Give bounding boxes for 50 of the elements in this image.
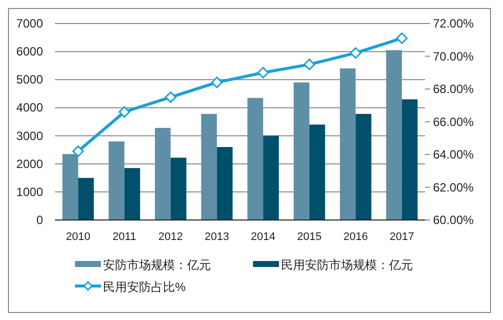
bar bbox=[309, 124, 326, 220]
x-tick-label: 2014 bbox=[250, 231, 276, 243]
bar bbox=[108, 141, 124, 220]
bar bbox=[201, 114, 217, 220]
x-tick-label: 2017 bbox=[390, 231, 414, 243]
x-tick-label: 2013 bbox=[204, 231, 230, 243]
y-tick-label: 0 bbox=[36, 213, 44, 227]
point bbox=[350, 47, 362, 59]
y2-tick-label: 70.00% bbox=[433, 49, 474, 64]
point bbox=[257, 66, 269, 78]
y-tick-label: 2000 bbox=[16, 156, 44, 171]
bar bbox=[294, 82, 310, 220]
bar bbox=[154, 128, 171, 220]
point bbox=[118, 106, 130, 118]
y-tick-label: 5000 bbox=[16, 72, 44, 87]
x-tick-label: 2015 bbox=[297, 231, 322, 243]
bar bbox=[170, 158, 186, 220]
bar bbox=[402, 99, 418, 220]
bar bbox=[62, 154, 78, 220]
x-tick-label: 2011 bbox=[112, 231, 136, 243]
bar bbox=[263, 136, 279, 220]
y2-tick-label: 64.00% bbox=[433, 148, 474, 162]
point bbox=[164, 91, 176, 103]
point bbox=[72, 145, 84, 157]
legend-label: 民用安防市场规模：亿元 bbox=[281, 258, 413, 272]
point bbox=[211, 76, 223, 88]
y2-tick-label: 66.00% bbox=[433, 114, 474, 129]
y2-tick-label: 68.00% bbox=[433, 82, 474, 96]
y-tick-label: 7000 bbox=[16, 16, 44, 30]
legend-label: 民用安防占比% bbox=[103, 280, 186, 294]
point bbox=[304, 58, 316, 70]
bar bbox=[247, 98, 264, 220]
y2-tick-label: 62.00% bbox=[433, 180, 474, 194]
bar bbox=[124, 168, 140, 220]
bar bbox=[386, 50, 402, 220]
point bbox=[396, 32, 408, 44]
y-tick-label: 3000 bbox=[16, 128, 44, 143]
x-tick-label: 2010 bbox=[66, 231, 90, 243]
y-tick-label: 6000 bbox=[16, 44, 44, 59]
bar bbox=[216, 147, 233, 220]
bar bbox=[356, 114, 372, 220]
bar bbox=[340, 68, 356, 220]
y2-tick-label: 60.00% bbox=[433, 213, 474, 227]
y2-tick-label: 72.00% bbox=[433, 16, 474, 30]
y-tick-label: 4000 bbox=[16, 100, 44, 115]
legend-label: 安防市场规模：亿元 bbox=[103, 258, 211, 272]
x-tick-label: 2012 bbox=[158, 231, 183, 243]
bar bbox=[78, 178, 94, 220]
x-tick-label: 2016 bbox=[343, 231, 368, 243]
y-tick-label: 1000 bbox=[16, 184, 44, 199]
